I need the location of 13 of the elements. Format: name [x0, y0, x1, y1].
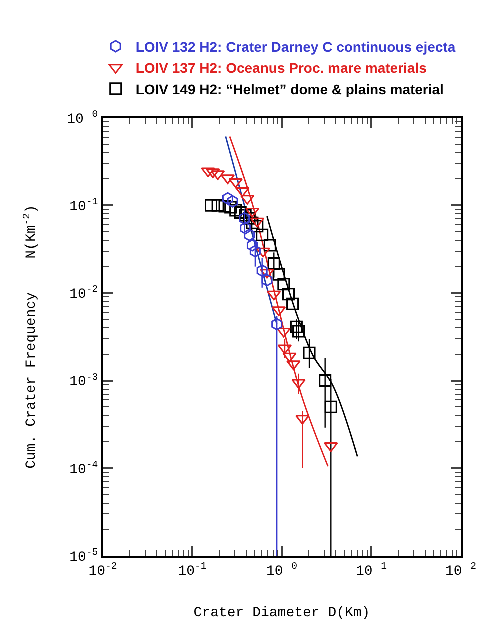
- x-tick-label: 10 $^{2}$: [445, 560, 477, 580]
- legend-label: LOIV 137 H2: Oceanus Proc. mare materials: [136, 60, 428, 76]
- x-tick-label: 10 $^{0}$: [266, 560, 298, 580]
- y-tick-label: 10$^{-2}$: [70, 284, 98, 304]
- y-tick-label: 10$^{-4}$: [70, 459, 98, 478]
- x-tick-label: 10$^{-1}$: [178, 560, 207, 580]
- y-tick-label: 10$^{-1}$: [70, 196, 98, 216]
- y-tick-label: 10 $^{0}$: [67, 109, 98, 128]
- legend-label: LOIV 132 H2: Crater Darney C continuous ejecta: [136, 38, 456, 55]
- y-tick-label: 10$^{-3}$: [70, 372, 98, 391]
- x-axis-title: Crater Diameter D(Km): [194, 606, 370, 622]
- legend-label: LOIV 149 H2: “Helmet” dome & plains material: [136, 81, 444, 98]
- x-tick-label: 10 $^{1}$: [356, 560, 388, 580]
